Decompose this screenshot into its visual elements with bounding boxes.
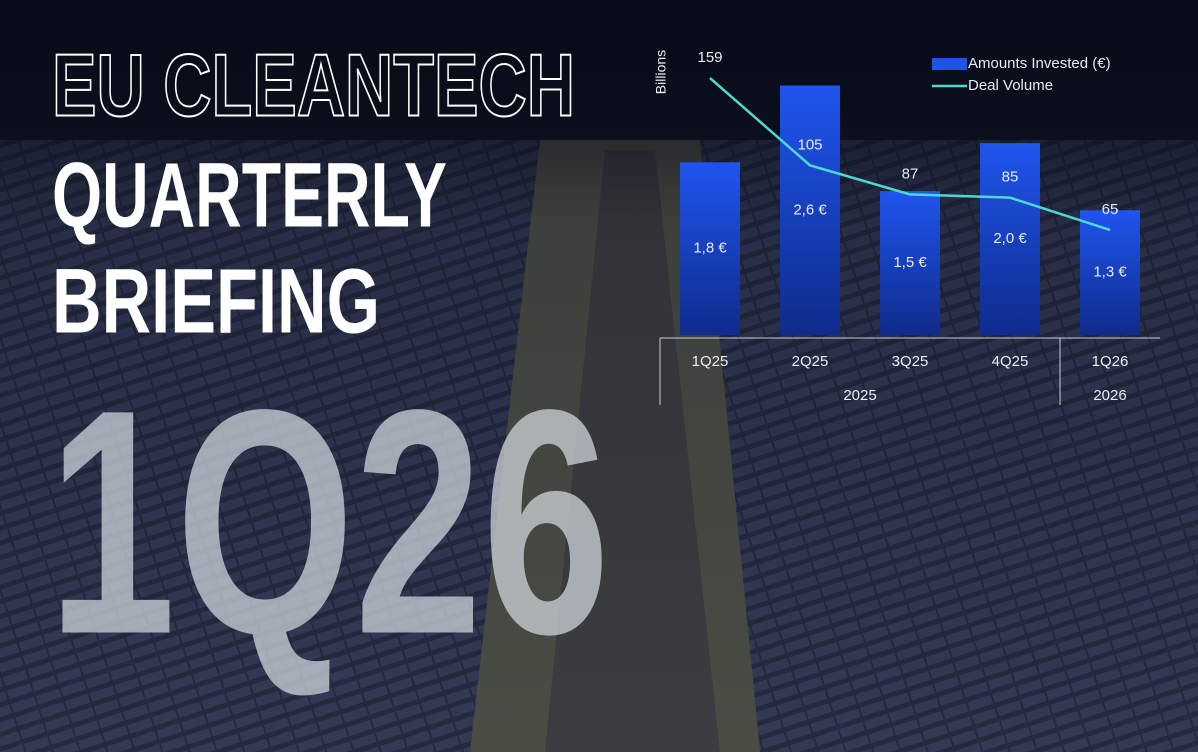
legend-label: Deal Volume	[968, 77, 1053, 94]
headline: QUARTERLY	[52, 144, 447, 246]
x-group-label: 2025	[843, 387, 876, 404]
bar	[680, 162, 740, 335]
bar-label: 2,6 €	[793, 201, 827, 218]
bar-label: 1,5 €	[893, 254, 927, 271]
line-label: 65	[1102, 201, 1119, 218]
period: 1Q26	[48, 343, 610, 701]
x-tick-label: 4Q25	[992, 353, 1029, 370]
headline-outline: EU CLEANTECH	[52, 35, 575, 134]
line-label: 105	[797, 136, 822, 153]
x-group-label: 2026	[1093, 387, 1126, 404]
y-axis-label: Billions	[653, 50, 669, 94]
bar	[980, 143, 1040, 335]
chart: Billions 1,8 € 2,6 € 1,5 € 2,0 € 1,3 € 159 105 8…	[653, 49, 1160, 405]
x-tick-label: 3Q25	[892, 353, 929, 370]
x-tick-label: 1Q25	[692, 353, 729, 370]
legend-label: Amounts Invested (€)	[968, 55, 1111, 72]
line-label: 159	[697, 49, 722, 66]
bar-label: 1,8 €	[693, 240, 727, 257]
headline: BRIEFING	[52, 250, 380, 352]
line	[709, 77, 1111, 232]
x-tick-label: 1Q26	[1092, 353, 1129, 370]
bar	[880, 191, 940, 335]
x-tick-label: 2Q25	[792, 353, 829, 370]
bar	[780, 85, 840, 335]
legend-swatch	[932, 58, 967, 70]
bar	[1080, 210, 1140, 335]
bar-label: 1,3 €	[1093, 264, 1127, 281]
bar-label: 2,0 €	[993, 230, 1027, 247]
line-label: 85	[1002, 169, 1019, 186]
line-label: 87	[902, 165, 919, 182]
